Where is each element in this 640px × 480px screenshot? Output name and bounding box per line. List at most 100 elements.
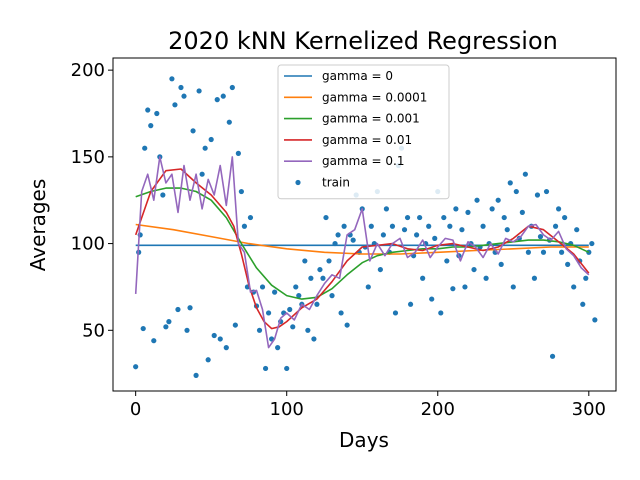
train-point (414, 232, 420, 238)
train-point (589, 240, 595, 247)
train-point (259, 284, 266, 290)
train-point (272, 289, 278, 295)
train-point (293, 284, 299, 290)
train-point (501, 214, 507, 221)
series-line-1 (135, 223, 589, 255)
train-point (193, 372, 199, 378)
train-point (447, 223, 453, 229)
train-point (507, 180, 513, 186)
train-point (241, 223, 248, 229)
train-point (495, 197, 501, 203)
train-point (583, 275, 589, 281)
legend: gamma = 0 gamma = 0.0001 gamma = 0.001 gamm… (277, 64, 450, 200)
train-point (169, 76, 175, 82)
train-point (450, 286, 456, 292)
legend-swatch (295, 179, 301, 186)
train-point (489, 206, 495, 212)
train-point (534, 192, 541, 198)
plot-marks (133, 76, 598, 378)
train-point (202, 145, 208, 151)
train-point (232, 322, 238, 328)
train-point (287, 306, 293, 313)
train-point (175, 306, 181, 313)
train-point (404, 214, 411, 221)
train-point (154, 110, 160, 117)
x-tick-label: 200 (421, 399, 455, 420)
train-point (368, 223, 374, 229)
train-point (453, 206, 459, 212)
train-point (247, 214, 254, 221)
train-point (426, 223, 432, 229)
y-tick-label: 100 (71, 234, 105, 255)
train-point (365, 284, 371, 290)
train-point (145, 107, 151, 113)
train-point (184, 327, 190, 333)
train-point (148, 123, 154, 129)
train-point (471, 266, 477, 273)
train-point (187, 305, 193, 311)
train-point (580, 301, 586, 307)
train-point (338, 310, 344, 316)
train-point (562, 214, 568, 221)
train-point (226, 119, 232, 125)
x-axis-label: Days (339, 428, 389, 452)
y-axis: 50 100 150 200 (71, 60, 113, 341)
train-point (172, 102, 178, 108)
train-point (592, 317, 598, 323)
train-point (571, 284, 577, 290)
train-point (420, 275, 426, 281)
train-point (462, 284, 468, 290)
train-point (223, 345, 229, 351)
y-tick-label: 50 (82, 320, 105, 341)
train-point (275, 345, 281, 351)
legend-label: gamma = 0.0001 (322, 90, 427, 104)
x-tick-label: 300 (572, 399, 606, 420)
train-point (166, 319, 172, 325)
train-point (196, 88, 202, 94)
train-point (531, 275, 538, 281)
train-point (510, 284, 516, 290)
series-line-4 (134, 156, 590, 349)
legend-label: gamma = 0 (322, 69, 393, 83)
train-point (335, 232, 341, 238)
train-point (556, 206, 562, 212)
y-tick-label: 200 (71, 60, 105, 81)
legend-box (277, 64, 450, 200)
train-point (284, 365, 290, 372)
x-tick-label: 100 (270, 399, 304, 420)
train-point (407, 301, 414, 307)
train-point (350, 237, 356, 243)
train-point (383, 206, 390, 212)
train-point (160, 192, 166, 198)
train-point (519, 209, 525, 215)
train-point (552, 223, 559, 229)
x-axis: 0 100 200 300 (130, 391, 606, 420)
train-point (151, 338, 157, 344)
train-point (211, 332, 217, 339)
train-point (163, 324, 169, 330)
train-point (574, 227, 580, 233)
train-point (504, 227, 510, 233)
train-point (302, 258, 308, 264)
train-point (235, 150, 241, 156)
train-point (256, 327, 263, 333)
train-point (441, 214, 447, 221)
train-point (308, 275, 314, 281)
train-point (565, 261, 571, 267)
train-point (178, 84, 184, 91)
train-point (432, 235, 438, 241)
train-point (214, 97, 220, 103)
train-point (314, 301, 320, 307)
train-point (290, 324, 296, 330)
train-point (190, 128, 196, 134)
train-point (205, 357, 211, 363)
train-point (220, 93, 226, 99)
legend-label: train (322, 176, 350, 190)
train-point (540, 249, 547, 255)
legend-label: gamma = 0.1 (322, 154, 404, 168)
train-point (444, 258, 450, 264)
y-axis-label: Averages (26, 179, 50, 272)
train-point (392, 310, 399, 316)
train-point (329, 293, 335, 299)
